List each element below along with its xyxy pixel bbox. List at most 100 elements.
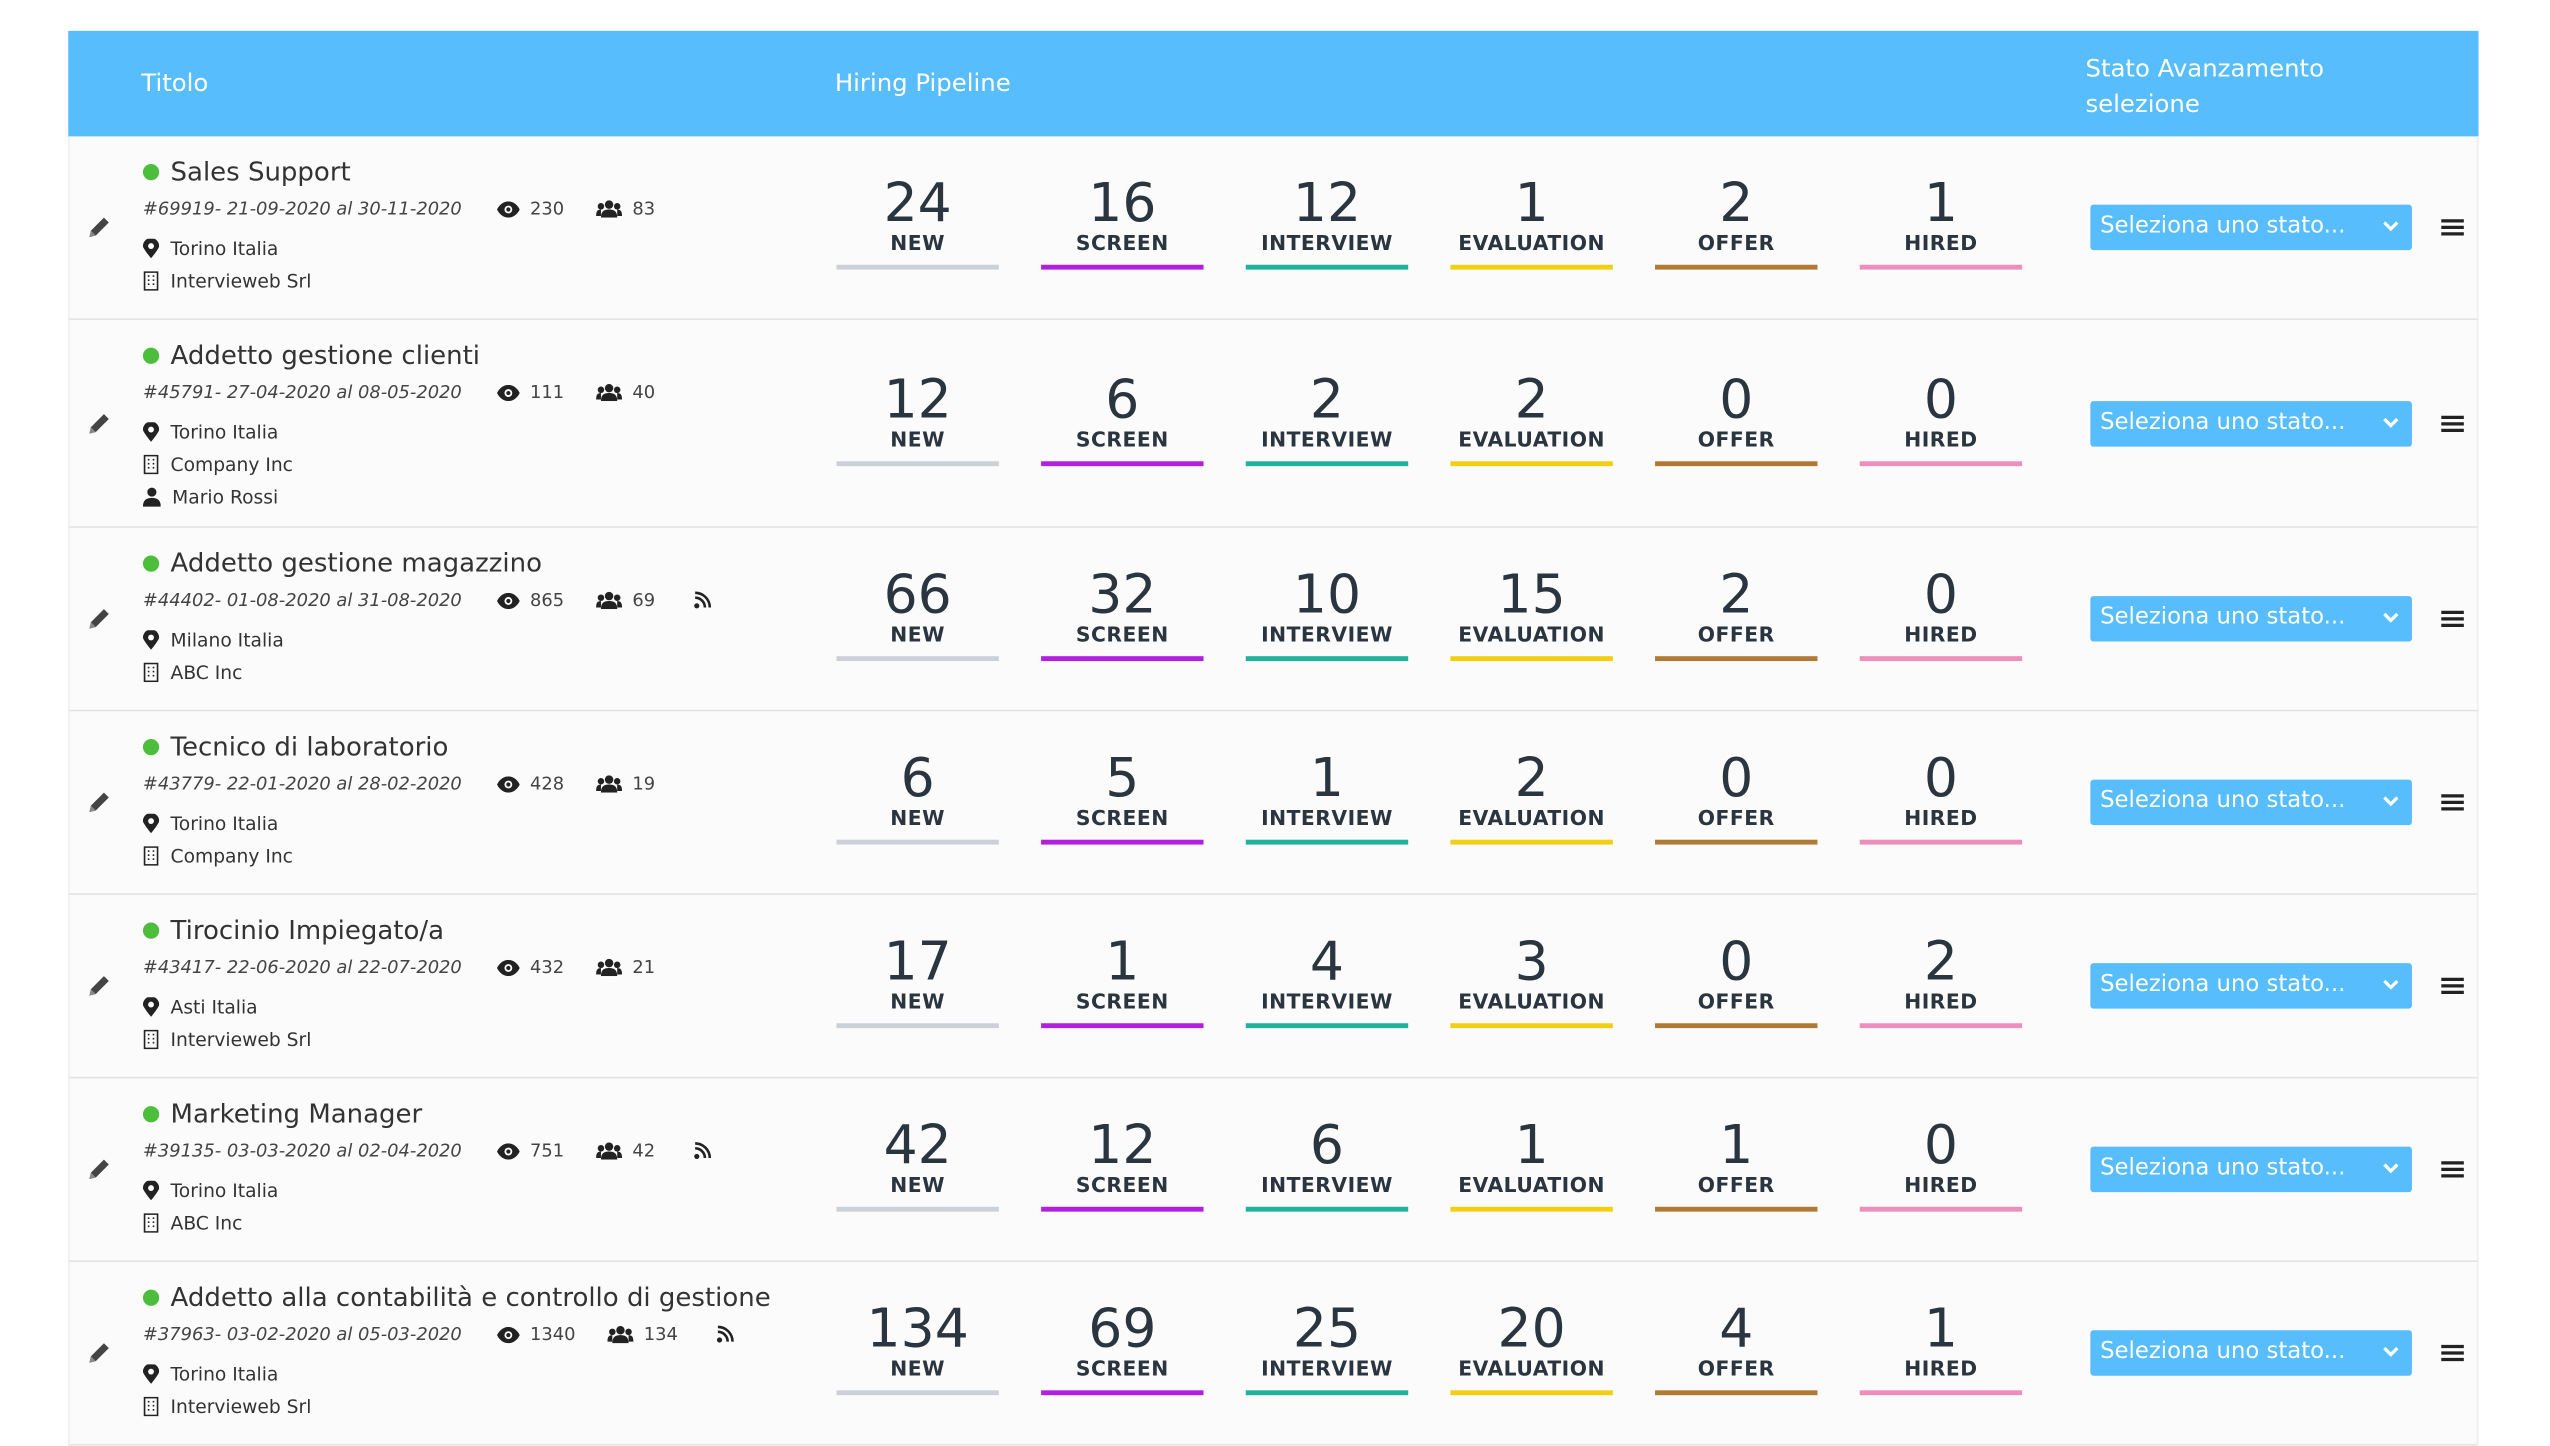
job-title[interactable]: Tirocinio Impiegato/a — [170, 914, 445, 946]
row-menu[interactable] — [2441, 413, 2464, 432]
pipeline-stage[interactable]: 5 SCREEN — [1041, 750, 1204, 845]
pipeline-stage[interactable]: 12 INTERVIEW — [1245, 175, 1409, 270]
job-title[interactable]: Marketing Manager — [170, 1097, 423, 1129]
status-select[interactable]: Seleziona uno stato... — [2090, 400, 2412, 446]
edit-button[interactable] — [86, 1340, 112, 1366]
stage-bar — [1859, 1206, 2023, 1212]
edit-button[interactable] — [86, 214, 112, 240]
company-line: ABC Inc — [143, 661, 825, 684]
job-title[interactable]: Addetto gestione magazzino — [170, 547, 542, 579]
row-menu[interactable] — [2441, 218, 2464, 237]
pipeline-stage[interactable]: 66 NEW — [836, 566, 999, 662]
row-menu[interactable] — [2441, 609, 2464, 628]
pipeline-stage[interactable]: 0 HIRED — [1859, 750, 2023, 845]
stage-bar — [836, 1390, 999, 1396]
stage-bar — [1655, 1206, 1818, 1212]
stage-count: 6 — [900, 745, 935, 809]
status-select[interactable]: Seleziona uno stato... — [2090, 204, 2412, 251]
pipeline-stage[interactable]: 2 EVALUATION — [1450, 370, 1613, 466]
pipeline-stage[interactable]: 0 HIRED — [1859, 1117, 2023, 1212]
select-placeholder: Seleziona uno stato... — [2100, 971, 2346, 998]
job-title-line: Addetto gestione magazzino — [142, 547, 825, 579]
job-title[interactable]: Sales Support — [170, 155, 351, 187]
pipeline-stage[interactable]: 69 SCREEN — [1041, 1300, 1204, 1396]
edit-button[interactable] — [86, 1156, 112, 1182]
status-select[interactable]: Seleziona uno stato... — [2090, 963, 2412, 1009]
pipeline-stage[interactable]: 6 NEW — [836, 745, 999, 845]
stage-count: 6 — [1105, 366, 1140, 430]
pipeline-stage[interactable]: 16 SCREEN — [1041, 175, 1204, 270]
pipeline-stage[interactable]: 0 OFFER — [1655, 370, 1818, 466]
job-title[interactable]: Addetto alla contabilità e controllo di … — [170, 1281, 771, 1313]
pipeline-stage[interactable]: 2 HIRED — [1859, 933, 2023, 1029]
pipeline-stage[interactable]: 6 SCREEN — [1041, 366, 1204, 466]
company-line: Intervieweb Srl — [143, 1395, 825, 1418]
stage-count: 12 — [1088, 1112, 1157, 1176]
pipeline-stage[interactable]: 10 INTERVIEW — [1245, 566, 1409, 662]
pipeline-stage[interactable]: 3 EVALUATION — [1450, 933, 1613, 1029]
stage-bar — [1859, 1390, 2023, 1396]
views-icon — [497, 592, 521, 609]
row-menu[interactable] — [2441, 976, 2464, 995]
status-select[interactable]: Seleziona uno stato... — [2090, 779, 2412, 826]
pipeline-stage[interactable]: 1 INTERVIEW — [1245, 750, 1409, 845]
job-code-dates: #37963- 03-02-2020 al 05-03-2020 — [142, 1323, 462, 1345]
status-select[interactable]: Seleziona uno stato... — [2090, 1146, 2412, 1193]
pipeline-stage[interactable]: 15 EVALUATION — [1450, 561, 1613, 662]
pipeline-stage[interactable]: 4 INTERVIEW — [1245, 933, 1409, 1029]
row-menu[interactable] — [2441, 1343, 2464, 1362]
edit-button[interactable] — [86, 973, 112, 999]
row-menu[interactable] — [2441, 793, 2464, 812]
stage-label: NEW — [890, 989, 946, 1014]
job-title[interactable]: Tecnico di laboratorio — [170, 730, 449, 762]
stage-label: SCREEN — [1075, 805, 1169, 830]
pipeline-stage[interactable]: 0 OFFER — [1655, 933, 1818, 1029]
pipeline-stage[interactable]: 12 SCREEN — [1041, 1112, 1204, 1212]
pipeline-stage[interactable]: 6 INTERVIEW — [1245, 1117, 1409, 1212]
stage-bar — [836, 1206, 999, 1212]
pipeline-stage[interactable]: 2 EVALUATION — [1450, 750, 1613, 845]
pipeline-stage[interactable]: 42 NEW — [836, 1117, 999, 1212]
pipeline-stage[interactable]: 4 OFFER — [1655, 1300, 1818, 1396]
pipeline-stage[interactable]: 25 INTERVIEW — [1245, 1300, 1409, 1396]
select-arrow — [2383, 417, 2399, 428]
pipeline-stage[interactable]: 1 OFFER — [1655, 1117, 1818, 1212]
edit-button[interactable] — [86, 789, 112, 815]
candidates-icon — [596, 1142, 623, 1160]
pipeline-stage[interactable]: 1 EVALUATION — [1450, 175, 1613, 270]
status-select[interactable]: Seleziona uno stato... — [2090, 596, 2412, 642]
pipeline-stage[interactable]: 1 SCREEN — [1041, 933, 1204, 1029]
stage-label: HIRED — [1904, 805, 1978, 830]
pipeline-stage[interactable]: 0 OFFER — [1655, 750, 1818, 845]
stage-count: 15 — [1497, 561, 1566, 626]
pipeline-stage[interactable]: 32 SCREEN — [1041, 566, 1204, 662]
location-icon — [142, 1180, 160, 1201]
pipeline-stage[interactable]: 0 HIRED — [1859, 370, 2023, 466]
pipeline-stage[interactable]: 12 NEW — [836, 370, 999, 466]
pipeline-stage[interactable]: 2 OFFER — [1655, 566, 1818, 662]
location-icon — [142, 1364, 160, 1384]
pipeline-stage[interactable]: 134 NEW — [836, 1300, 999, 1396]
pipeline-stage[interactable]: 1 EVALUATION — [1450, 1117, 1613, 1212]
edit-button[interactable] — [86, 410, 112, 436]
select-placeholder: Seleziona uno stato... — [2100, 212, 2346, 239]
job-meta: #69919- 21-09-2020 al 30-11-2020 230 83 — [143, 198, 825, 219]
pipeline-stage[interactable]: 1 HIRED — [1859, 1300, 2023, 1396]
pipeline-stage[interactable]: 2 INTERVIEW — [1245, 370, 1409, 466]
edit-button[interactable] — [86, 606, 112, 632]
pipeline-stage[interactable]: 1 HIRED — [1859, 175, 2023, 270]
status-dot — [142, 1105, 160, 1122]
pipeline-stage[interactable]: 0 HIRED — [1859, 566, 2023, 662]
pipeline-stage[interactable]: 17 NEW — [836, 933, 999, 1029]
pipeline-stage[interactable]: 24 NEW — [836, 175, 999, 270]
row-menu[interactable] — [2441, 1160, 2464, 1179]
pipeline-stage[interactable]: 2 OFFER — [1655, 175, 1818, 270]
stage-bar — [1655, 1390, 1818, 1396]
status-dot — [142, 346, 160, 364]
pipeline-stage[interactable]: 20 EVALUATION — [1450, 1300, 1613, 1396]
stage-label: SCREEN — [1075, 1172, 1169, 1198]
stage-bar — [1245, 264, 1409, 270]
job-title[interactable]: Addetto gestione clienti — [170, 339, 481, 371]
status-select[interactable]: Seleziona uno stato... — [2090, 1330, 2412, 1376]
stage-label: NEW — [890, 805, 946, 830]
